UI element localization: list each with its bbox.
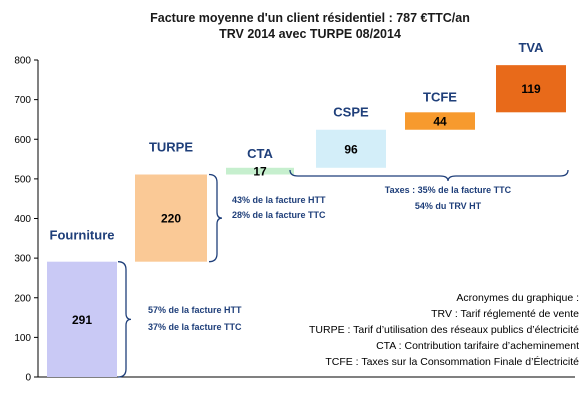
y-axis: 0 100 200 300 400 500 600 700 800 xyxy=(14,56,575,384)
y-tick-label: 300 xyxy=(14,254,31,265)
bar-tcfe xyxy=(405,112,475,130)
braces xyxy=(117,169,569,378)
bar-value-label: 44 xyxy=(433,115,447,129)
bar-value-label: 119 xyxy=(521,82,541,96)
bar-value-label: 291 xyxy=(72,313,92,327)
acronym-turpe: TURPE : Tarif d’utilisation des réseaux … xyxy=(309,324,579,336)
bar-cta xyxy=(226,167,294,175)
bar-value-label: 220 xyxy=(161,212,181,226)
annotation-fourniture-line-1: 57% de la facture HTT xyxy=(148,305,242,315)
category-label: TURPE xyxy=(149,140,193,155)
category-label: TVA xyxy=(518,40,544,55)
category-label: Fourniture xyxy=(50,228,115,243)
y-tick-label: 600 xyxy=(14,135,31,146)
chart-subtitle: TRV 2014 avec TURPE 08/2014 xyxy=(219,27,401,41)
y-tick-label: 400 xyxy=(14,214,31,225)
bar-value-label: 17 xyxy=(253,165,267,179)
annotation-turpe-line-1: 43% de la facture HTT xyxy=(232,195,326,205)
acronym-cta: CTA : Contribution tarifaire d’acheminem… xyxy=(376,340,579,352)
y-tick-label: 500 xyxy=(14,174,31,185)
category-label: CTA xyxy=(247,146,273,161)
brace xyxy=(208,173,223,263)
annotation-fourniture-line-2: 37% de la facture TTC xyxy=(148,322,242,332)
chart-title: Facture moyenne d'un client résidentiel … xyxy=(150,11,470,25)
y-tick-label: 100 xyxy=(14,333,31,344)
acronyms-heading: Acronymes du graphique : xyxy=(456,292,579,304)
acronym-tcfe: TCFE : Taxes sur la Consommation Finale … xyxy=(325,355,579,368)
annotation-turpe-line-2: 28% de la facture TTC xyxy=(232,210,326,220)
category-label: CSPE xyxy=(333,105,369,120)
bars: 291 Fourniture 220 TURPE 17 CTA 96 CSPE 44 TCFE 11… xyxy=(47,40,566,377)
category-label: TCFE xyxy=(423,89,457,104)
y-tick-label: 200 xyxy=(14,293,31,304)
bar-tva xyxy=(496,65,566,113)
taxes-brace xyxy=(289,169,569,182)
y-tick-label: 800 xyxy=(14,56,31,67)
y-tick-label: 700 xyxy=(14,95,31,106)
bar-turpe xyxy=(135,174,207,262)
bar-value-label: 96 xyxy=(344,142,358,156)
annotation-taxes-line-1: Taxes : 35% de la facture TTC xyxy=(385,185,512,195)
bar-cspe xyxy=(316,129,386,168)
brace xyxy=(117,261,132,378)
y-tick-label: 0 xyxy=(25,373,31,384)
bar-fourniture xyxy=(47,261,117,377)
acronym-trv: TRV : Tarif réglementé de vente xyxy=(431,308,579,320)
annotation-taxes-line-2: 54% du TRV HT xyxy=(415,201,482,211)
